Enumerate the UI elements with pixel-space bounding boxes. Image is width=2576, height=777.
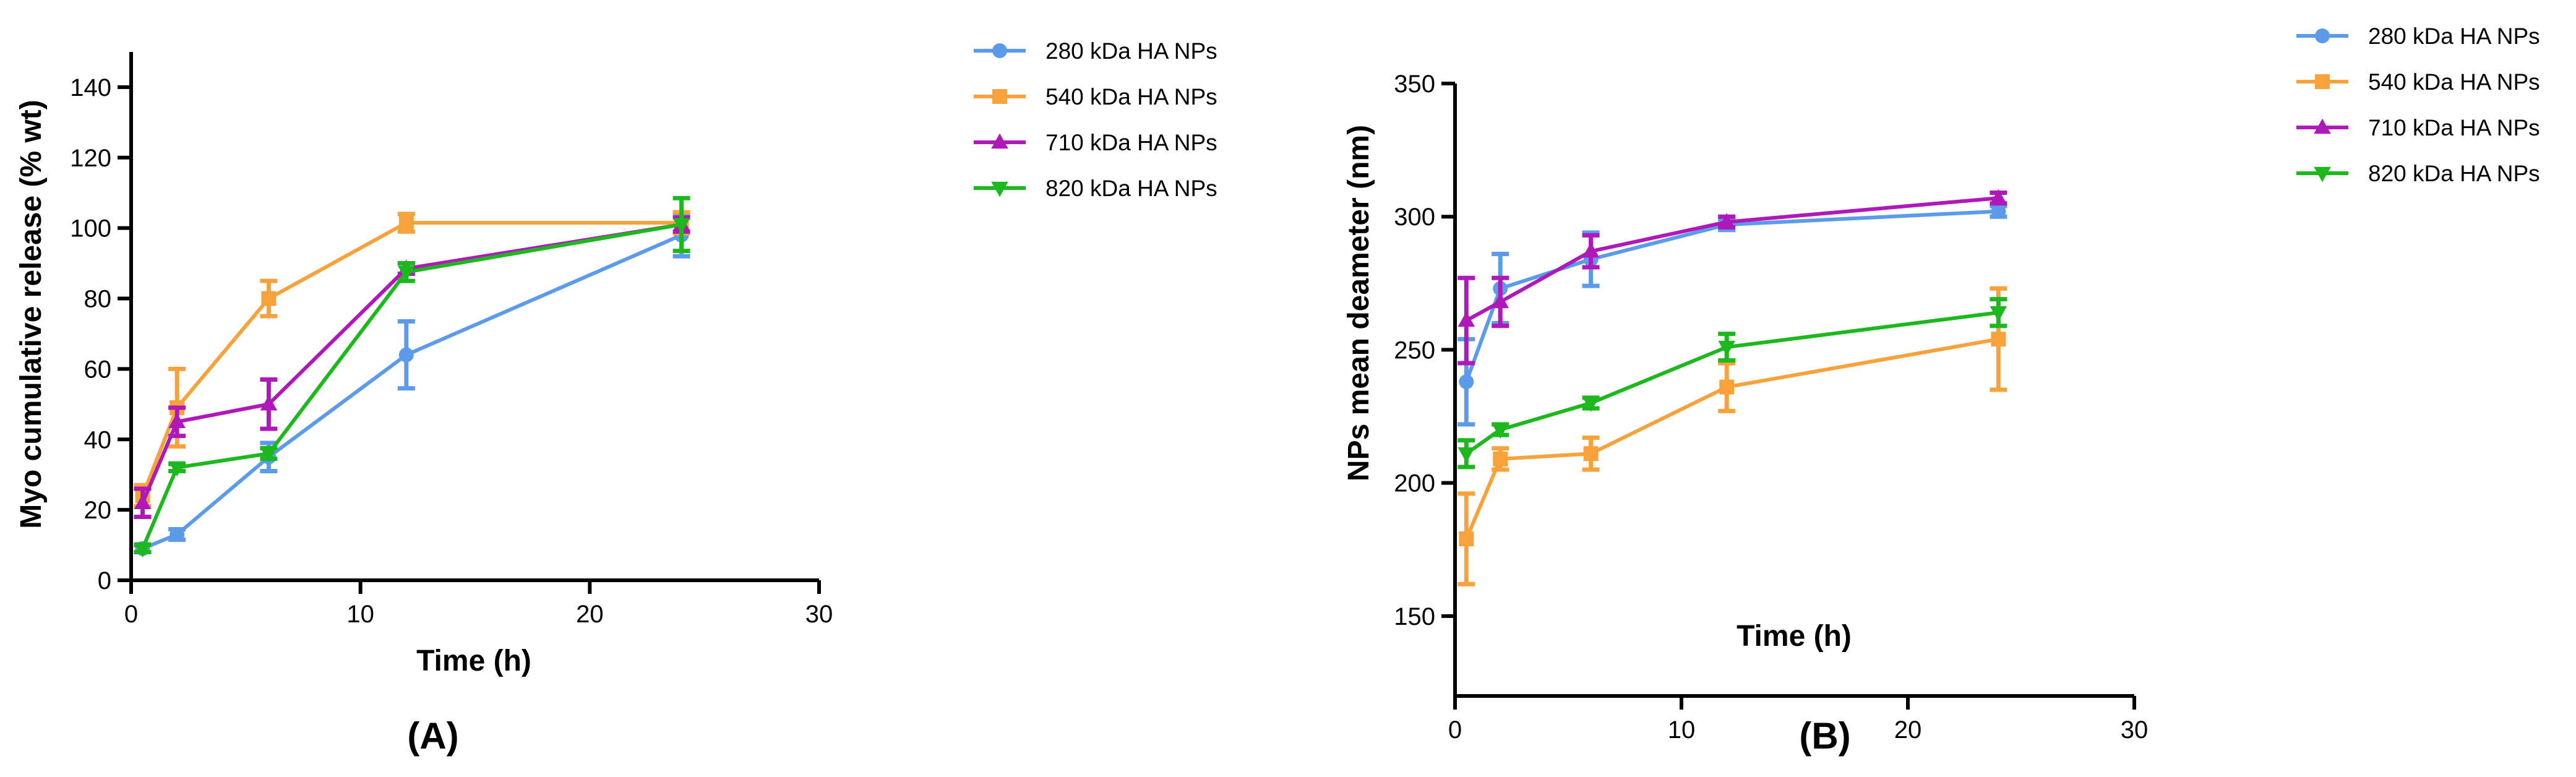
panel-b-data-point [1493,451,1508,466]
panel-a-legend-marker [991,181,1008,197]
panel-a-y-tick-label: 60 [84,356,112,383]
panel-b-data-point [1582,242,1600,258]
panel-a-data-point [672,218,690,234]
panel-b-series-4 [1458,297,2007,470]
panel-a-x-axis-label: Time (h) [416,645,531,677]
panel-b-series-line [1464,209,1999,383]
panel-a-y-tick-label: 0 [98,567,111,595]
panel-a-legend-label: 820 kDa HA NPs [1045,176,1217,201]
panel-a-y-tick-label: 20 [84,497,112,524]
panel-b-data-point [1492,293,1509,309]
panel-a-x-tick-label: 30 [805,601,833,628]
panel-a-data-point [261,291,277,306]
panel-b-data-point [1582,397,1600,412]
panel-b-data-point [1991,204,2006,219]
panel-a-y-tick-label: 40 [84,426,112,453]
panel-a-data-point [260,447,278,463]
panel-b-data-point [1991,332,2006,347]
panel-a-legend-marker [991,133,1008,149]
panel-a-data-point [170,526,185,542]
panel-b-y-tick-label: 150 [1394,603,1435,630]
panel-b-y-tick-label: 350 [1394,71,1435,98]
panel-b-y-axis-label: NPs mean deameter (nm) [1342,125,1375,481]
panel-b-y-tick-label: 250 [1394,337,1435,364]
panel-b-legend: 280 kDa HA NPs 540 kDa HA NPs 710 kDa HA N… [2296,24,2540,186]
panel-b-data-point [1990,306,2007,322]
panel-a-data-point [134,494,152,509]
panel-a-label: (A) [407,715,458,757]
panel-b-data-point [1458,311,1475,327]
panel-b-data-point [1492,423,1509,439]
panel-a-data-point [398,265,415,281]
panel-a-legend-marker [992,43,1007,58]
panel-b-data-point [1990,189,2007,205]
panel-a-series-4 [134,195,690,558]
panel-b-data-point [1459,374,1474,390]
panel-a-y-tick-label: 140 [70,74,111,101]
panel-a-x-tick-label: 10 [346,601,374,628]
panel-b-x-tick-label: 20 [1894,716,1922,744]
panel-b-legend-label: 540 kDa HA NPs [2368,69,2540,95]
panel-b-legend-marker [2314,118,2331,134]
panel-a-data-point [168,413,186,428]
panel-b-data-point [1583,446,1599,461]
panel-b-legend-label: 820 kDa HA NPs [2368,161,2540,186]
panel-a-data-point [398,347,414,363]
panel-b-series-line [1464,337,1999,540]
panel-a-legend-label: 710 kDa HA NPs [1045,130,1217,155]
panel-b-data-point [1458,447,1475,463]
panel-a-data-point [168,461,186,477]
panel-b-x-axis-label: Time (h) [1737,620,1852,653]
panel-a-chart: Myo cumulative release (% wt) Time (h) (… [15,38,1217,757]
panel-a-legend-label: 540 kDa HA NPs [1045,84,1217,109]
panel-a-legend: 280 kDa HA NPs 540 kDa HA NPs 710 kDa HA N… [974,38,1217,201]
panel-a-data-point [398,215,414,231]
panel-b-x-tick-label: 0 [1448,716,1462,744]
panel-a-x-tick-label: 20 [576,601,604,628]
panel-b-legend-marker [2315,28,2330,43]
panel-b-data-point [1719,379,1735,395]
panel-a-legend-marker [992,89,1007,104]
panel-a-x-tick-label: 0 [124,601,138,628]
panel-b-x-tick-label: 10 [1668,716,1696,744]
panel-b-chart: NPs mean deameter (nm) Time (h) (B) 150 2… [1342,24,2540,757]
panel-b-legend-marker [2314,166,2331,182]
panel-b-legend-label: 280 kDa HA NPs [2368,24,2540,49]
panel-b-data-point [1718,213,1735,229]
panel-b-legend-label: 710 kDa HA NPs [2368,115,2540,140]
panel-a-y-tick-label: 80 [84,286,112,313]
panel-a-y-axis-label: Myo cumulative release (% wt) [15,100,48,529]
panel-a-data-point [134,542,152,558]
panel-b-y-tick-label: 300 [1394,204,1435,231]
panel-b-legend-marker [2315,74,2330,89]
panel-a-data-point [260,395,278,411]
panel-a-y-tick-label: 120 [70,145,111,172]
panel-a-series-3 [134,215,690,520]
panel-b-series-2 [1458,286,2007,586]
panel-b-label: (B) [1799,715,1850,757]
panel-b-x-tick-label: 30 [2121,716,2149,744]
panel-a-y-tick-label: 100 [70,215,111,243]
panel-a-legend-label: 280 kDa HA NPs [1045,38,1217,64]
panel-b-data-point [1459,531,1474,547]
panel-b-data-point [1718,340,1735,356]
panel-b-series-3 [1458,189,2007,366]
panel-b-y-tick-label: 200 [1394,470,1435,497]
